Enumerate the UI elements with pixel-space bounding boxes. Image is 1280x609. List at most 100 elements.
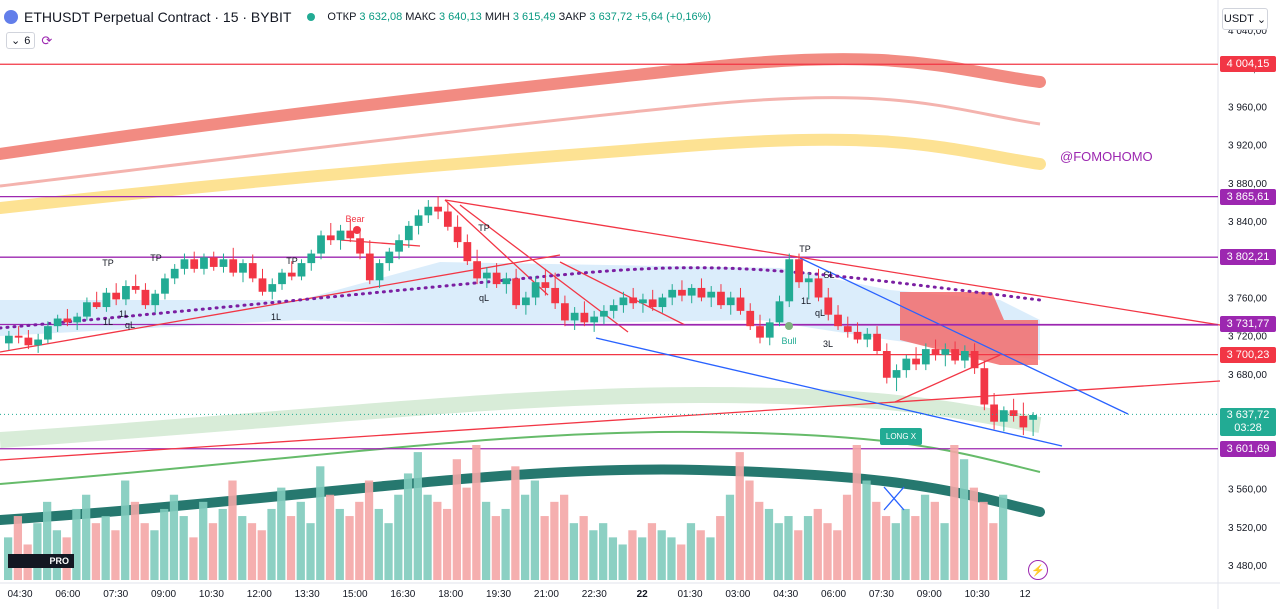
ma-band-upper — [0, 53, 1046, 160]
trend-line-red — [459, 204, 629, 333]
candle-body — [112, 292, 121, 300]
candle-body — [229, 259, 238, 273]
x-tick-label: 10:30 — [199, 589, 224, 600]
volume-bar — [638, 537, 647, 580]
currency-select[interactable]: USDT ⌄ — [1222, 8, 1268, 30]
indicators-toggle[interactable]: ⌄ 6 — [6, 32, 36, 49]
candle-body — [200, 257, 208, 269]
candle-body — [775, 301, 784, 323]
candle-body — [92, 302, 101, 308]
volume-bar — [91, 523, 101, 580]
currency-label: USDT — [1223, 13, 1254, 25]
y-tick-label: 3 760,00 — [1228, 294, 1267, 305]
candle-body — [853, 331, 862, 340]
candle-body — [434, 206, 442, 212]
volume-bar — [394, 494, 403, 580]
candle-body — [268, 284, 277, 292]
candle-body — [843, 326, 852, 332]
trend-line-red — [339, 239, 421, 247]
candle-body — [541, 282, 550, 288]
volume-bar — [306, 523, 315, 580]
volume-bar — [647, 523, 657, 580]
candle-body — [668, 289, 677, 298]
author-handle: @FOMOHOMO — [1060, 149, 1153, 164]
volume-bar — [452, 459, 461, 580]
candle-body — [131, 286, 140, 290]
candle-body — [239, 263, 247, 273]
candle-body — [170, 268, 179, 279]
volume-bar — [13, 516, 23, 580]
volume-bar — [989, 523, 998, 580]
volume-bar — [599, 523, 608, 580]
candle-body — [561, 303, 569, 321]
annotation-label: 1L — [119, 309, 129, 319]
x-tick-label: 12:00 — [247, 589, 272, 600]
candle-body — [492, 272, 501, 285]
x-tick-label: 12 — [1019, 589, 1031, 600]
volume-bar — [355, 501, 364, 580]
candle-body — [1029, 415, 1037, 420]
symbol-title[interactable]: ETHUSDT Perpetual Contract · 15 · BYBIT — [24, 9, 292, 25]
volume-bar — [384, 523, 393, 580]
candle-body — [482, 272, 491, 279]
volume-bar — [725, 494, 735, 580]
trend-line-blue — [799, 257, 1129, 415]
volume-bar — [833, 530, 842, 580]
candle-body — [717, 291, 725, 306]
volume-bar — [316, 466, 325, 580]
candle-body — [1019, 415, 1028, 428]
volume-bar — [589, 530, 598, 580]
volume-bar — [569, 523, 579, 580]
candle-body — [307, 253, 316, 264]
sync-icon[interactable]: ⟳ — [41, 32, 53, 48]
chevron-down-icon: ⌄ — [1256, 13, 1267, 26]
volume-bar — [325, 494, 335, 580]
candle-body — [83, 302, 91, 317]
open-value: 3 632,08 — [359, 11, 403, 23]
y-tick-label: 3 960,00 — [1228, 102, 1267, 113]
candle-body — [658, 297, 667, 308]
volume-bar — [979, 501, 988, 580]
trend-line-red — [0, 254, 561, 353]
candle-body — [980, 368, 989, 405]
volume-bar — [706, 537, 715, 580]
annotation-label: qL — [815, 308, 825, 318]
annotation-label: TP — [799, 244, 811, 254]
tradingview-logo: PRO — [8, 554, 74, 568]
volume-bar — [462, 487, 471, 580]
x-tick-label: 09:00 — [917, 589, 942, 600]
candle-body — [921, 349, 930, 365]
last-price-label: 3 637,72 03:28 — [1220, 408, 1276, 436]
volume-bar — [179, 516, 188, 580]
volume-bar — [82, 494, 91, 580]
annotation-label: SL — [823, 270, 834, 280]
open-key: ОТКР — [327, 11, 357, 23]
y-tick-label: 3 840,00 — [1228, 217, 1267, 228]
x-tick-label: 18:00 — [438, 589, 463, 600]
candle-body — [882, 351, 891, 378]
candle-body — [5, 335, 13, 344]
annotation-label: TP — [150, 253, 162, 263]
flash-icon[interactable]: ⚡ — [1028, 560, 1048, 580]
annotation-label: Bear — [345, 214, 364, 224]
x-tick-label: 01:30 — [677, 589, 702, 600]
candle-body — [795, 259, 803, 283]
candle-body — [63, 318, 72, 323]
volume-bar — [501, 508, 510, 580]
volume-bar — [959, 459, 969, 580]
volume-bar — [657, 530, 666, 580]
y-tick-label: 3 480,00 — [1228, 561, 1267, 572]
volume-bar — [208, 523, 218, 580]
close-key: ЗАКР — [558, 11, 587, 23]
volume-bar — [530, 480, 540, 580]
volume-bar — [550, 501, 559, 580]
volume-bar — [130, 501, 140, 580]
volume-bar — [998, 494, 1008, 580]
volume-bar — [189, 537, 198, 580]
price-level-label: 4 004,15 — [1220, 56, 1276, 73]
ma-band-darkteal — [0, 464, 1045, 525]
candle-body — [785, 259, 794, 302]
candle-body — [336, 230, 345, 241]
candle-body — [141, 289, 150, 306]
